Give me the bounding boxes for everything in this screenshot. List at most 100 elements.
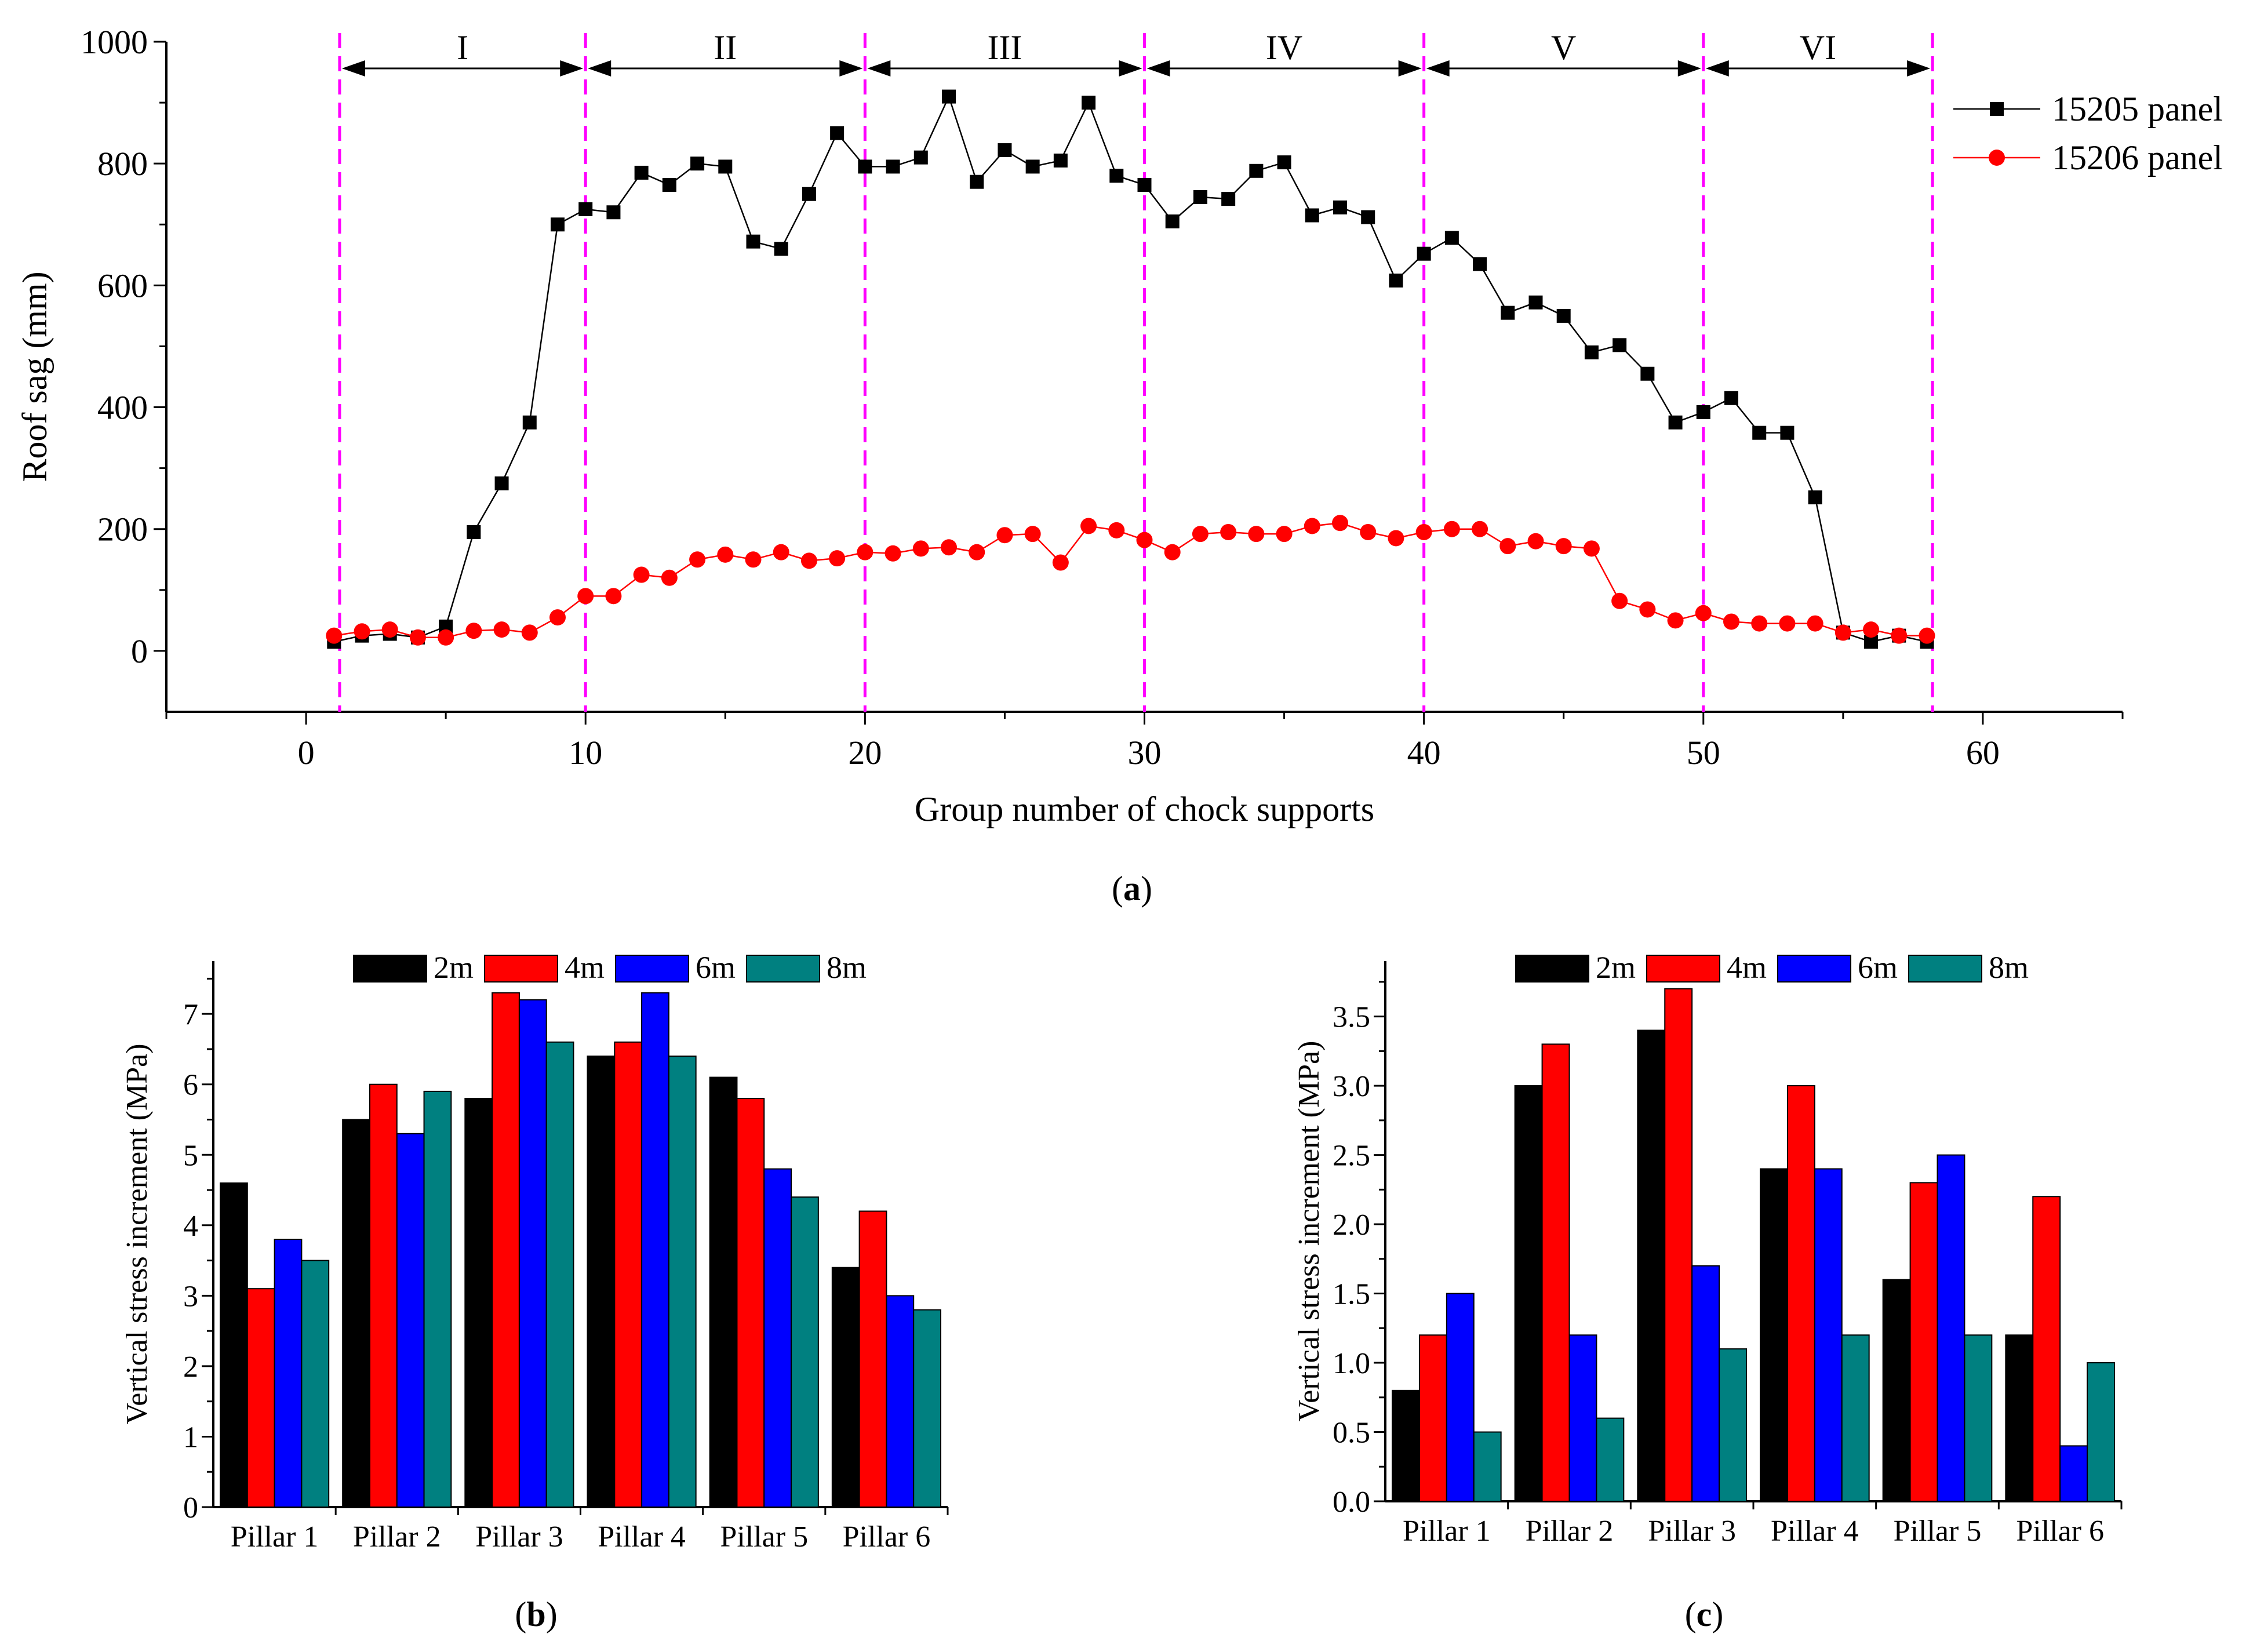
bar-8m-pillar-6 — [913, 1309, 942, 1508]
zone-arrow-head-left — [1146, 60, 1170, 77]
panel-paren-close: ) — [1141, 869, 1152, 908]
bar-4m-pillar-4 — [1786, 1085, 1815, 1502]
data-point-15206 — [1136, 532, 1153, 548]
data-point-15206 — [1667, 612, 1684, 629]
data-point-15205 — [1082, 96, 1096, 110]
data-point-15206 — [1583, 540, 1600, 557]
data-point-15206 — [1164, 544, 1181, 561]
data-point-15206 — [1052, 554, 1069, 571]
bar-4m-pillar-6 — [858, 1210, 887, 1508]
zone-arrow-head-left — [1426, 60, 1450, 77]
data-point-15206 — [354, 623, 370, 640]
data-point-15206 — [521, 624, 538, 641]
data-point-15206 — [1807, 615, 1823, 632]
data-point-15205 — [1613, 338, 1627, 352]
data-point-15206 — [1527, 533, 1544, 550]
data-point-15205 — [1025, 159, 1040, 174]
bar-8m-pillar-3 — [1719, 1348, 1747, 1502]
data-point-15205 — [1053, 153, 1068, 168]
data-point-15206 — [326, 627, 343, 644]
y-axis-title: Roof sag (mm) — [16, 271, 54, 482]
y-tick-label: 7 — [183, 998, 198, 1031]
data-point-15205 — [1109, 169, 1124, 183]
data-point-15206 — [717, 546, 734, 563]
panel-label-1: (b) — [515, 1595, 557, 1633]
data-point-15205 — [1361, 210, 1375, 224]
data-point-15206 — [577, 588, 594, 605]
bar-6m-pillar-1 — [1446, 1293, 1475, 1502]
zone-arrow-head-right — [839, 60, 863, 77]
x-category-label: Pillar 2 — [353, 1520, 441, 1553]
data-point-15205 — [858, 159, 872, 174]
bar-2m-pillar-3 — [464, 1098, 493, 1508]
zone-arrow-head-right — [1907, 60, 1931, 77]
y-tick-label: 2 — [183, 1351, 198, 1384]
y-tick-label: 1 — [183, 1421, 198, 1454]
bar-8m-pillar-3 — [545, 1041, 574, 1508]
legend-label: 15205 panel — [2052, 90, 2223, 128]
data-point-15206 — [1695, 605, 1712, 621]
bar-6m-pillar-5 — [763, 1168, 792, 1508]
data-point-15205 — [718, 159, 733, 174]
bar-8m-pillar-2 — [423, 1090, 452, 1508]
y-tick-label: 1000 — [81, 23, 148, 61]
data-point-15206 — [381, 621, 398, 638]
data-point-15206 — [912, 540, 929, 557]
data-point-15205 — [1780, 425, 1795, 440]
bar-6m-pillar-4 — [641, 992, 669, 1508]
data-point-15205 — [522, 415, 537, 430]
data-point-15206 — [1332, 515, 1348, 532]
bar-8m-pillar-1 — [1473, 1431, 1502, 1502]
y-tick-label: 4 — [183, 1210, 198, 1243]
legend-label: 15206 panel — [2052, 139, 2223, 177]
bar-2m-pillar-1 — [1392, 1389, 1420, 1502]
legend-marker-circle — [1989, 150, 2005, 166]
y-axis-title: Vertical stress increment (MPa) — [121, 1043, 154, 1424]
zone-label: I — [457, 28, 468, 67]
y-tick-label: 0 — [131, 632, 148, 670]
y-tick-label: 3.0 — [1333, 1070, 1370, 1103]
legend-label: 6m — [696, 950, 736, 985]
x-tick-label: 0 — [298, 734, 315, 772]
series-line-15206-panel — [334, 522, 1927, 639]
data-point-15206 — [1555, 538, 1572, 555]
data-point-15205 — [1696, 405, 1710, 419]
legend-swatch-4m — [484, 955, 558, 983]
y-tick-label: 0.5 — [1333, 1417, 1370, 1450]
legend-label: 8m — [1989, 950, 2029, 985]
bar-4m-pillar-2 — [369, 1083, 398, 1508]
legend-swatch-8m — [746, 955, 820, 983]
x-category-label: Pillar 5 — [1894, 1515, 1982, 1548]
bar-6m-pillar-3 — [518, 999, 547, 1508]
legend-label: 4m — [565, 950, 605, 985]
y-tick-label: 6 — [183, 1069, 198, 1102]
bar-6m-pillar-2 — [396, 1133, 425, 1508]
data-point-15205 — [1528, 295, 1543, 310]
data-point-15205 — [494, 476, 509, 490]
panel-label-2: (c) — [1685, 1595, 1724, 1633]
data-point-15205 — [970, 174, 984, 189]
zone-arrow-head-right — [1119, 60, 1142, 77]
data-point-15205 — [1473, 257, 1487, 271]
bar-6m-pillar-1 — [274, 1239, 303, 1508]
data-point-15206 — [885, 545, 901, 562]
bar-6m-pillar-4 — [1814, 1168, 1843, 1502]
y-axis-title: Vertical stress increment (MPa) — [1293, 1040, 1326, 1421]
bar-4m-pillar-1 — [246, 1288, 275, 1508]
data-point-15205 — [1724, 391, 1738, 405]
bar-6m-pillar-6 — [2059, 1445, 2088, 1502]
bar-2m-pillar-1 — [220, 1182, 248, 1508]
bar-4m-pillar-6 — [2032, 1196, 2061, 1502]
x-category-label: Pillar 2 — [1526, 1515, 1614, 1548]
data-point-15206 — [1891, 627, 1908, 644]
data-point-15206 — [493, 621, 510, 638]
panel-paren-open: ( — [1685, 1595, 1697, 1633]
data-point-15205 — [942, 89, 956, 104]
data-point-15206 — [1108, 522, 1125, 538]
bar-4m-pillar-3 — [1664, 988, 1693, 1502]
y-tick-label: 1.5 — [1333, 1278, 1370, 1311]
data-point-15206 — [1779, 615, 1796, 632]
panel-paren-close: ) — [546, 1595, 558, 1633]
